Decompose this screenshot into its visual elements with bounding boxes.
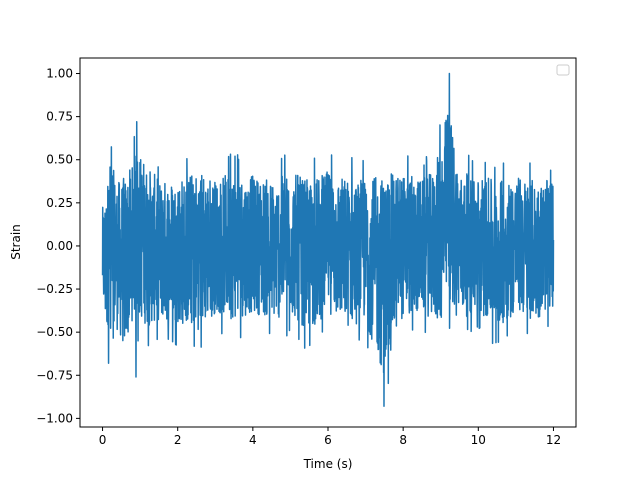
x-tick-label: 10 bbox=[471, 433, 486, 447]
y-axis-label: Strain bbox=[9, 224, 23, 260]
y-tick-label: −0.50 bbox=[36, 325, 73, 339]
x-tick-label: 0 bbox=[99, 433, 107, 447]
x-tick-label: 12 bbox=[546, 433, 561, 447]
x-tick-label: 4 bbox=[249, 433, 257, 447]
y-tick-label: 0.00 bbox=[46, 239, 73, 253]
y-axis: −1.00 −0.75 −0.50 −0.25 0.00 0.25 0.50 0.75 1.00 bbox=[36, 67, 80, 425]
y-tick-label: 0.75 bbox=[46, 110, 73, 124]
x-tick-label: 2 bbox=[174, 433, 182, 447]
y-tick-label: −1.00 bbox=[36, 411, 73, 425]
x-axis: 0 2 4 6 8 10 12 bbox=[99, 427, 561, 447]
series-layer bbox=[101, 72, 555, 408]
y-tick-label: 0.50 bbox=[46, 153, 73, 167]
y-tick-label: 1.00 bbox=[46, 67, 73, 81]
y-tick-label: 0.25 bbox=[46, 196, 73, 210]
series-line bbox=[101, 72, 555, 408]
x-axis-label: Time (s) bbox=[303, 457, 353, 471]
x-tick-label: 8 bbox=[399, 433, 407, 447]
y-tick-label: −0.75 bbox=[36, 368, 73, 382]
x-tick-label: 6 bbox=[324, 433, 332, 447]
y-tick-label: −0.25 bbox=[36, 282, 73, 296]
legend-box bbox=[556, 64, 570, 76]
